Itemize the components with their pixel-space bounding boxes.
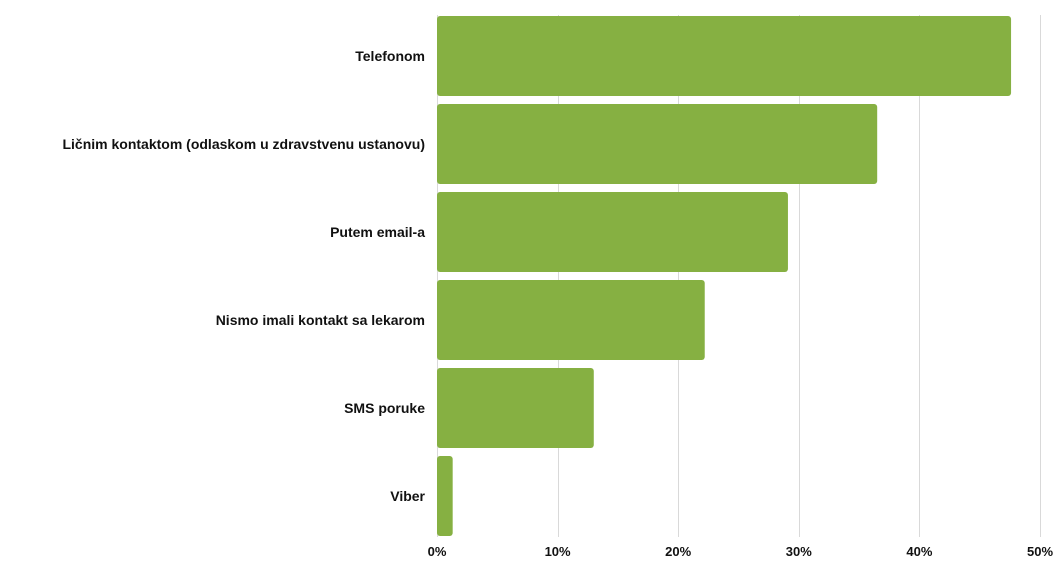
bar [437,16,1012,96]
category-labels: Telefonom Ličnim kontaktom (odlaskom u zd… [62,48,425,504]
category-label: Telefonom [355,48,425,64]
x-tick-label: 0% [428,544,447,559]
category-label: Viber [390,488,425,504]
bars [437,16,1012,536]
x-tick-label: 40% [906,544,932,559]
x-tick-label: 20% [665,544,691,559]
x-axis-tick-labels: 0% 10% 20% 30% 40% 50% [428,544,1054,559]
category-label: SMS poruke [344,400,425,416]
x-tick-label: 10% [545,544,571,559]
gridlines [437,15,1041,537]
bar [437,368,594,448]
category-label: Putem email-a [330,224,425,240]
bar [437,456,453,536]
category-label: Nismo imali kontakt sa lekarom [216,312,425,328]
x-tick-label: 30% [786,544,812,559]
bar [437,104,878,184]
bar [437,280,705,360]
bar [437,192,788,272]
category-label: Ličnim kontaktom (odlaskom u zdravstvenu… [62,136,425,152]
x-tick-label: 50% [1027,544,1053,559]
